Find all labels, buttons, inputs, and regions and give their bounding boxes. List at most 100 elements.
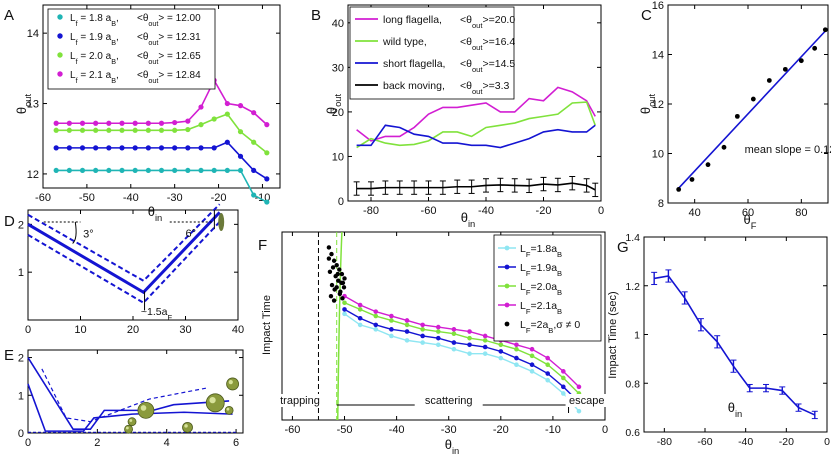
panel-a-series-point bbox=[211, 145, 217, 151]
panel-f-region-trapping: trapping bbox=[280, 395, 320, 407]
panel-g-ytick-label: 1.4 bbox=[625, 232, 640, 244]
panel-a-legend-value: <θout> = 12.65 bbox=[137, 51, 201, 66]
panel-e-particle bbox=[182, 421, 193, 433]
panel-f-scatter-point bbox=[329, 282, 335, 288]
panel-a-series-point bbox=[119, 120, 125, 126]
panel-a-series-point bbox=[198, 167, 204, 174]
panel-c-point bbox=[798, 58, 804, 64]
panel-a-legend-label: Lf = 2.0 aB, bbox=[70, 51, 119, 66]
panel-b-xtick-label: -20 bbox=[536, 205, 552, 217]
panel-f-scatter-point bbox=[341, 285, 347, 290]
panel-f-series-point bbox=[482, 338, 488, 343]
panel-a-series-point bbox=[53, 127, 59, 133]
panel-a-series-point bbox=[211, 116, 217, 122]
panel-a-series-point bbox=[106, 145, 112, 151]
panel-b-legend bbox=[349, 6, 515, 100]
panel-g-xtick-label: 0 bbox=[824, 436, 830, 448]
panel-b-series-line bbox=[356, 101, 596, 149]
panel-e-particle-highlight bbox=[184, 424, 188, 428]
panel-c-xtick-label: 80 bbox=[795, 207, 807, 219]
panel-a-series-point bbox=[224, 100, 230, 107]
panel-f-scatter-point bbox=[326, 245, 332, 250]
panel-a-series-point bbox=[264, 199, 270, 205]
panel-c-fit-line bbox=[678, 30, 826, 189]
panel-c-xlabel: θF bbox=[744, 212, 757, 231]
panel-f-series-point bbox=[342, 307, 347, 312]
panel-f-series-point bbox=[404, 318, 410, 323]
panel-f-series-point bbox=[482, 333, 488, 339]
panel-f-region-scattering: scattering bbox=[425, 395, 473, 407]
panel-f-series-point bbox=[561, 384, 566, 390]
panel-a-series-point bbox=[185, 126, 191, 133]
panel-a-series-point bbox=[224, 167, 230, 174]
panel-d-offset-line bbox=[27, 221, 221, 305]
panel-a-series-point bbox=[211, 167, 217, 174]
panel-e-trajectory bbox=[27, 383, 233, 432]
panel-b-series-line bbox=[356, 182, 596, 191]
panel-a-series-point bbox=[145, 120, 151, 126]
panel-a-series-point bbox=[172, 119, 178, 126]
panel-e-xtick-label: 0 bbox=[25, 437, 31, 449]
panel-f-series-point bbox=[529, 369, 535, 374]
panel-a-series-point bbox=[66, 127, 72, 133]
panel-g-ytick-label: 1 bbox=[634, 330, 640, 342]
panel-f-series-point bbox=[451, 346, 457, 352]
panel-c-ytick-label: 16 bbox=[652, 0, 664, 12]
panel-c-ytick-label: 8 bbox=[658, 198, 664, 210]
panel-a-series-point bbox=[185, 145, 191, 151]
panel-f-series-point bbox=[576, 384, 582, 390]
panel-f-series-point bbox=[373, 322, 379, 328]
panel-f-series-point bbox=[357, 315, 363, 321]
panel-g-ylabel: Impact Time (sec) bbox=[607, 291, 619, 378]
panel-g-ytick-label: 0.8 bbox=[625, 378, 640, 390]
panel-e-particle-highlight bbox=[125, 426, 129, 430]
panel-letter-b: B bbox=[311, 7, 321, 24]
panel-a-series-point bbox=[93, 167, 99, 174]
panel-f-scatter-point bbox=[340, 280, 346, 286]
panel-f-legend-marker bbox=[504, 302, 510, 308]
panel-d-label-angle2: 6° bbox=[185, 228, 196, 240]
panel-e-particle-highlight bbox=[209, 396, 216, 404]
panel-letter-d: D bbox=[4, 213, 15, 230]
panel-d-xtick-label: 40 bbox=[232, 324, 244, 336]
panel-e-particle-highlight bbox=[129, 419, 133, 422]
panel-b-ytick-label: 20 bbox=[332, 107, 344, 119]
panel-a-legend-marker bbox=[57, 71, 63, 77]
panel-f-series-point bbox=[451, 340, 457, 345]
panel-b-legend-label: long flagella, bbox=[383, 14, 442, 26]
panel-f-legend-label: LF=2.0aB bbox=[520, 281, 562, 297]
panel-f-region-escape: escape bbox=[569, 395, 604, 407]
panel-a-series-point bbox=[158, 145, 165, 151]
panel-f-series-point bbox=[420, 333, 425, 339]
panel-b-xtick-label: 0 bbox=[598, 205, 604, 217]
panel-f-series-point bbox=[435, 342, 441, 348]
panel-a-series-point bbox=[237, 153, 244, 159]
panel-a-series-point bbox=[106, 127, 112, 133]
panel-d-xtick-label: 30 bbox=[179, 324, 191, 336]
panel-f-scatter-point bbox=[335, 271, 340, 277]
panel-e-particle bbox=[137, 401, 155, 419]
panel-d-xtick-label: 0 bbox=[25, 324, 31, 336]
panel-a-series-point bbox=[119, 167, 125, 174]
panel-f-xtick-label: -50 bbox=[337, 424, 353, 436]
panel-d-label-gap: ~1.5aF bbox=[141, 306, 173, 322]
panel-f-xtick-label: -10 bbox=[545, 424, 561, 436]
panel-b-legend-value: <θout>=14.5 bbox=[460, 58, 515, 74]
panel-c-ytick-label: 10 bbox=[652, 149, 664, 161]
panel-a-series-point bbox=[145, 145, 151, 151]
panel-a-series-point bbox=[79, 145, 86, 151]
panel-b-legend-value: <θout>=3.3 bbox=[460, 80, 510, 96]
panel-b-ylabel: θout bbox=[324, 93, 343, 114]
panel-a-series-point bbox=[185, 118, 191, 124]
panel-f-scatter-point bbox=[339, 271, 345, 277]
panel-f-series-point bbox=[529, 353, 535, 359]
panel-f-legend bbox=[493, 234, 602, 342]
panel-d-ytick-label: 2 bbox=[18, 219, 24, 231]
panel-a-series-point bbox=[172, 167, 178, 174]
panel-a-series-point bbox=[172, 145, 178, 151]
panel-f-xtick-label: -40 bbox=[389, 424, 405, 436]
panel-g-xtick-label: -20 bbox=[779, 436, 794, 448]
panel-g-xtick-label: -40 bbox=[738, 436, 753, 448]
panel-f-scatter-point bbox=[337, 291, 343, 297]
panel-f-region-escape-bg bbox=[565, 394, 608, 407]
